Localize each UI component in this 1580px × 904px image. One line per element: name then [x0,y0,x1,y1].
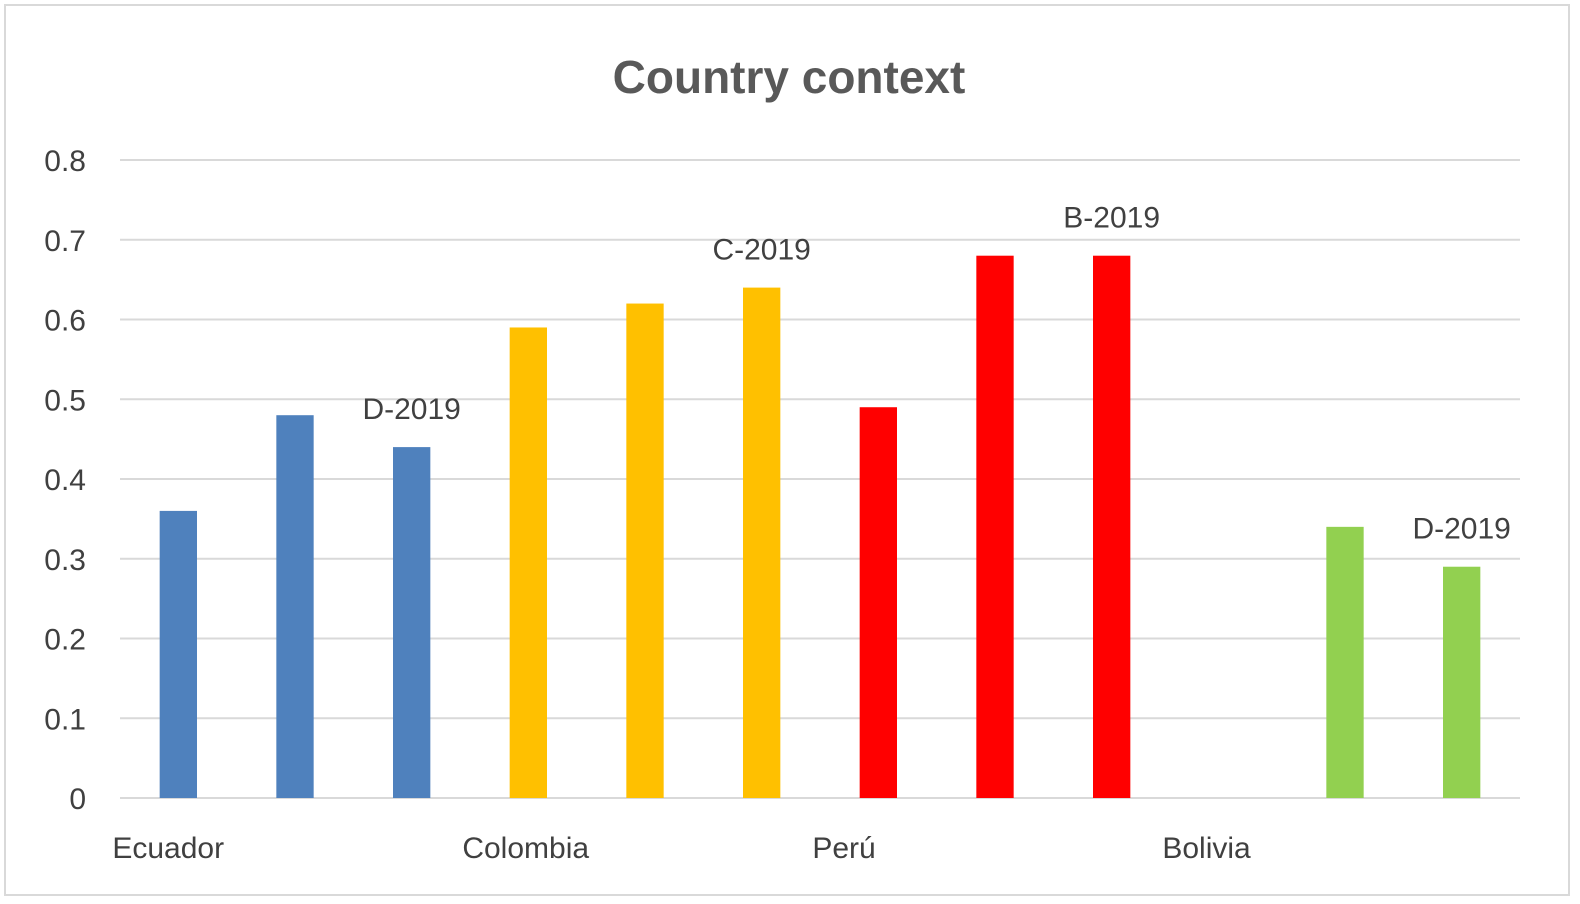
x-category-label: Ecuador [112,832,224,865]
bar-colombia-1 [509,327,547,798]
bar-per-2 [976,255,1014,798]
data-label: D-2019 [362,393,460,426]
y-tick-label: 0.6 [44,305,86,338]
y-tick-label: 0.3 [44,544,86,577]
x-category-label: Perú [812,832,875,865]
plot-area: 0 0.1 0.2 0.3 0.4 0.5 0.6 0.7 0.8 D-2019 Ecuador C-… [44,145,1520,865]
x-category-label: Bolivia [1162,832,1251,865]
data-label: B-2019 [1063,202,1160,235]
data-label: C-2019 [712,234,810,267]
y-tick-label: 0.1 [44,703,86,736]
bar-per-1 [859,407,897,798]
x-category-label: Colombia [462,832,589,865]
bar-bolivia-3 [1443,566,1481,798]
chart-title: Country context [612,51,966,103]
bar-bolivia-2 [1326,526,1364,798]
bar-ecuador-3 [393,447,431,798]
bar-colombia-3 [743,287,781,798]
data-label: D-2019 [1412,513,1510,546]
y-tick-label: 0 [69,783,86,816]
bar-per-3 [1093,255,1131,798]
y-tick-label: 0.4 [44,464,86,497]
bar-ecuador-1 [159,510,197,798]
y-tick-label: 0.8 [44,145,86,178]
chart-frame: Country context 0 0.1 0.2 0.3 0.4 0.5 0.6 0.7 0.… [4,4,1570,896]
y-tick-label: 0.2 [44,624,86,657]
y-tick-label: 0.5 [44,384,86,417]
bar-colombia-2 [626,303,664,798]
y-tick-label: 0.7 [44,225,86,258]
bar-ecuador-2 [276,415,314,798]
